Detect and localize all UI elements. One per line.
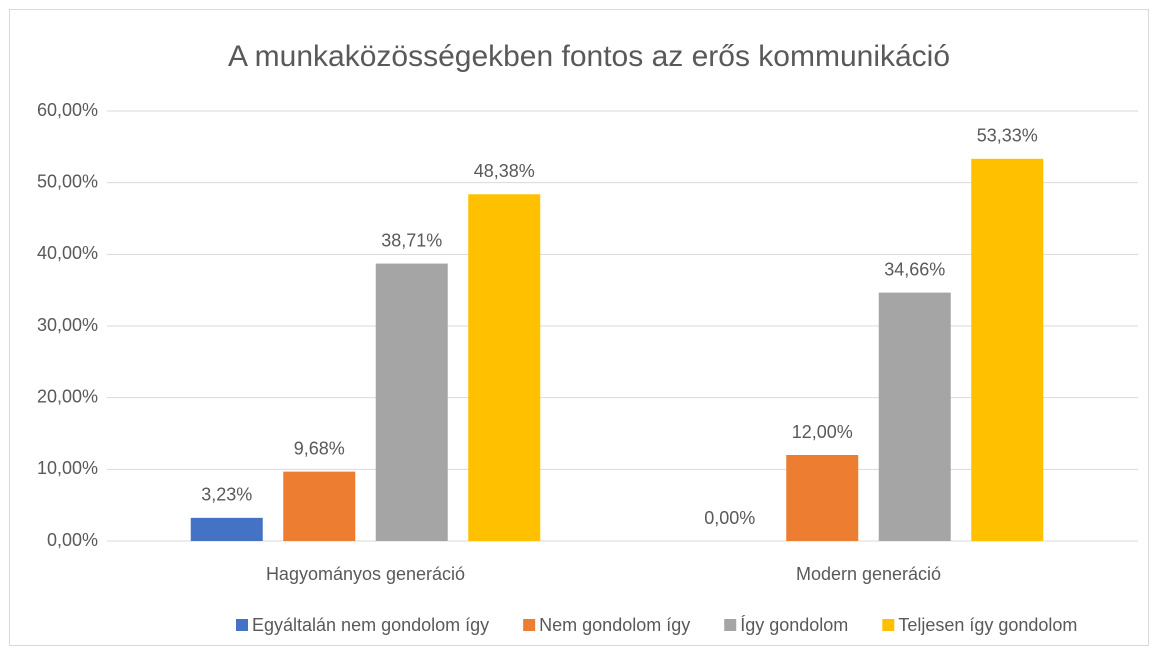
y-tick-label: 10,00% <box>37 458 98 478</box>
legend-swatch <box>882 619 895 631</box>
data-label: 34,66% <box>884 259 945 279</box>
y-tick-label: 20,00% <box>37 386 98 406</box>
legend-swatch <box>523 619 536 631</box>
data-label: 48,38% <box>474 161 535 181</box>
bar <box>878 292 951 541</box>
bar <box>283 471 356 541</box>
data-label: 12,00% <box>792 422 853 442</box>
x-tick-label: Modern generáció <box>796 564 941 584</box>
x-tick-label: Hagyományos generáció <box>266 564 465 584</box>
bar <box>468 194 541 541</box>
bar <box>190 517 263 541</box>
chart-title: A munkaközösségekben fontos az erős komm… <box>228 40 950 73</box>
data-label: 53,33% <box>977 126 1038 146</box>
y-tick-label: 50,00% <box>37 171 98 191</box>
legend-swatch <box>724 619 737 631</box>
bar <box>375 263 448 541</box>
data-label: 0,00% <box>704 508 755 528</box>
y-tick-label: 60,00% <box>37 100 98 120</box>
bar <box>971 158 1044 541</box>
y-tick-label: 0,00% <box>47 530 98 550</box>
y-tick-label: 40,00% <box>37 243 98 263</box>
bar <box>786 455 859 541</box>
legend-label: Így gondolom <box>740 615 848 635</box>
legend-label: Egyáltalán nem gondolom így <box>252 615 489 635</box>
legend-label: Nem gondolom így <box>539 615 690 635</box>
legend-label: Teljesen így gondolom <box>898 615 1077 635</box>
data-label: 38,71% <box>381 230 442 250</box>
data-label: 3,23% <box>201 485 252 505</box>
data-label: 9,68% <box>294 438 345 458</box>
legend-swatch <box>236 619 248 631</box>
y-tick-label: 30,00% <box>37 315 98 335</box>
